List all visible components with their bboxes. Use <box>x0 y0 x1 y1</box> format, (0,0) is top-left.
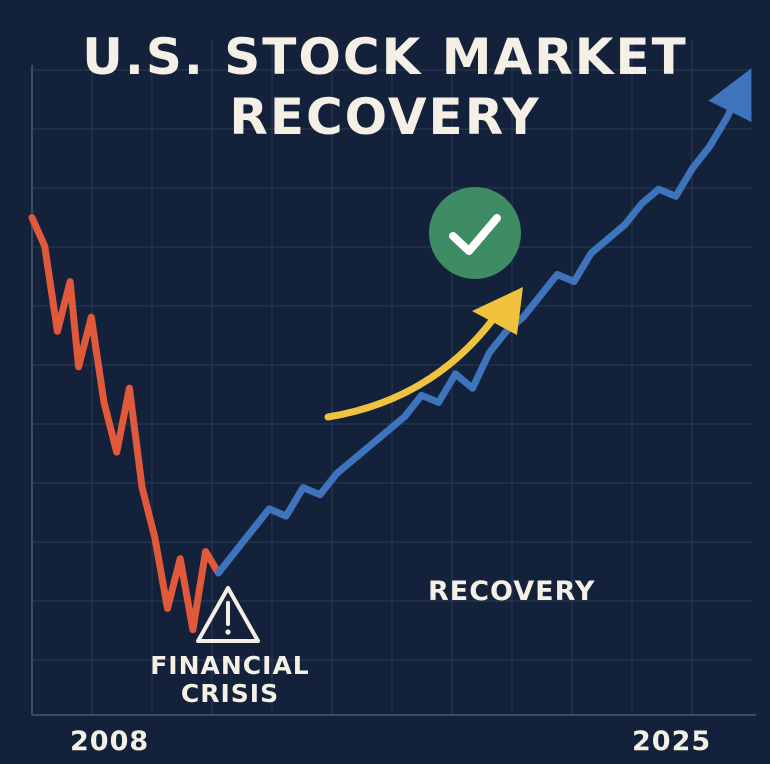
series-line-2 <box>214 72 752 577</box>
accent-arrowhead <box>472 287 523 335</box>
x-tick-label-end: 2025 <box>632 726 712 757</box>
recovery-annotation: RECOVERY <box>428 576 596 607</box>
grid <box>32 40 752 715</box>
series-arrowhead <box>708 68 752 122</box>
chart-subtitle: RECOVERY <box>229 88 541 146</box>
chart-title: U.S. STOCK MARKET <box>82 28 688 86</box>
axes <box>31 65 756 716</box>
check-circle-icon <box>429 187 521 279</box>
crisis-annotation-line2: CRISIS <box>180 679 280 708</box>
x-tick-label-start: 2008 <box>70 726 150 757</box>
warning-triangle-icon <box>196 586 260 643</box>
series-line-1 <box>28 214 222 634</box>
warning-triangle <box>196 586 260 643</box>
trend-up-arrow-icon <box>324 287 523 421</box>
check-mark <box>449 214 501 255</box>
warning-exclamation-dot <box>225 629 231 635</box>
crisis-annotation-line1: FINANCIAL <box>150 651 310 680</box>
accent-arrow-shaft <box>324 314 498 421</box>
check-badge-circle <box>429 187 521 279</box>
series-layer <box>28 68 752 634</box>
